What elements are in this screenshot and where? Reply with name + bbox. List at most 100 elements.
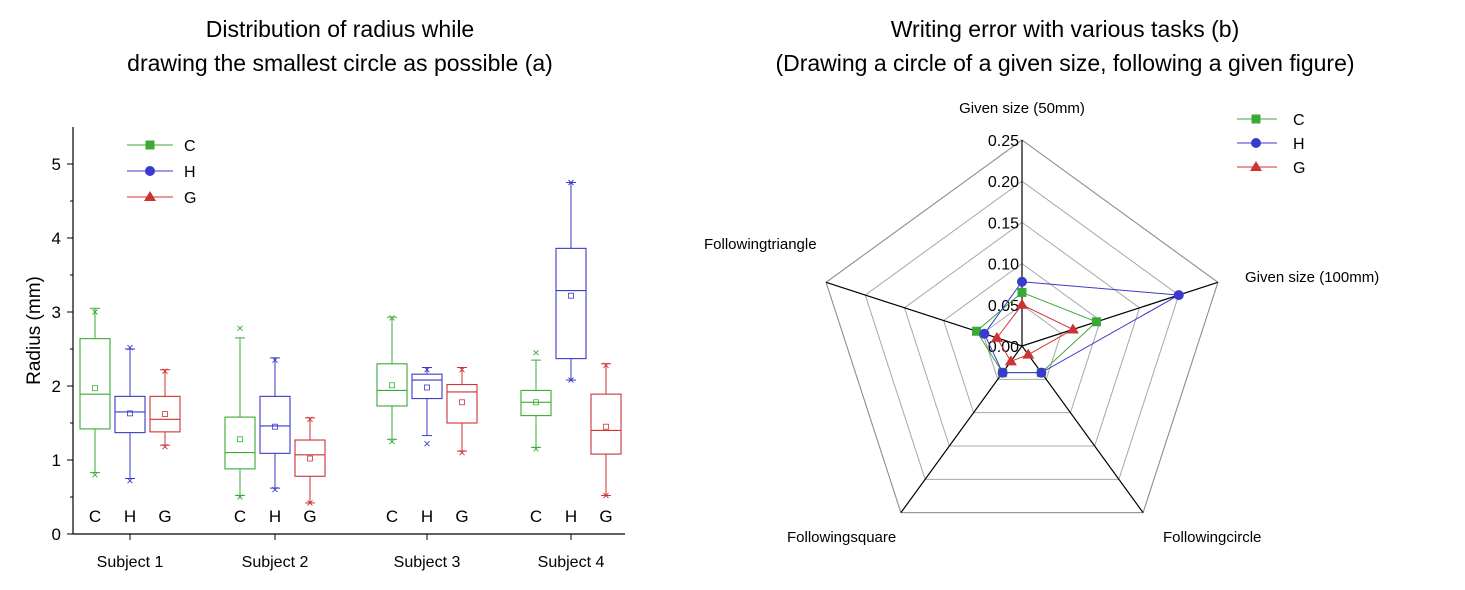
radar-point [1173, 290, 1184, 301]
extreme-marker [533, 349, 539, 356]
radar-tick-label: 0.00 [988, 339, 1019, 356]
radar-series-line [983, 281, 1181, 374]
box-chart-title-line1: Distribution of radius while [205, 16, 475, 42]
series-letter: C [234, 507, 246, 526]
mean-marker [603, 423, 609, 430]
box-iqr [114, 395, 146, 434]
series-letter: G [455, 507, 468, 526]
radar-tick-label: 0.15 [988, 215, 1019, 232]
group-label: Subject 4 [538, 554, 605, 571]
mean-marker [533, 399, 539, 406]
legend-label: G [1293, 160, 1305, 177]
box-subject-2-g [294, 416, 326, 506]
radar-point [1022, 348, 1035, 359]
mean-marker [307, 455, 313, 462]
box-iqr [555, 247, 587, 360]
series-letter: C [386, 507, 398, 526]
extreme-marker [237, 494, 243, 500]
extreme-marker [162, 443, 168, 450]
radar-series-line [996, 304, 1075, 362]
series-letter: G [158, 507, 171, 526]
box-iqr [79, 338, 111, 430]
box-subject-4-g [590, 362, 622, 499]
series-letter: H [124, 507, 136, 526]
radar-grid-ring [943, 262, 1101, 414]
series-letter: C [530, 507, 542, 526]
series-letter: C [89, 507, 101, 526]
box-subject-1-g [149, 368, 181, 450]
y-tick-label: 5 [52, 155, 61, 174]
series-letter: H [421, 507, 433, 526]
box-legend: CHG [127, 138, 196, 207]
radar-point [1017, 276, 1027, 287]
series-letter: G [303, 507, 316, 526]
legend-marker-h [1251, 138, 1261, 148]
mean-marker [162, 411, 168, 418]
box-chart-title: Distribution of radius while drawing the… [40, 12, 640, 80]
radar-point [990, 331, 1003, 342]
radar-axis-label: Followingcircle [1163, 529, 1261, 546]
radar-point [1091, 317, 1101, 327]
extreme-marker [568, 179, 574, 186]
radar-chart-title-line2: (Drawing a circle of a given size, follo… [775, 50, 1355, 76]
box-iqr [149, 395, 181, 433]
group-label: Subject 3 [394, 554, 461, 571]
extreme-marker [272, 486, 278, 493]
legend-label: G [184, 190, 196, 207]
radar-point [1066, 323, 1079, 334]
legend-marker-c [145, 140, 155, 150]
mean-marker [92, 385, 98, 392]
extreme-marker [568, 377, 574, 383]
radar-point [1016, 298, 1028, 309]
mean-marker [459, 399, 465, 406]
box-iqr [376, 363, 408, 407]
box-subject-2-c [224, 325, 256, 500]
legend-label: C [184, 138, 196, 155]
box-iqr [590, 393, 622, 455]
legend-marker-g [144, 191, 156, 201]
radar-axis-label: Given size (50mm) [959, 100, 1085, 117]
radar-chart-title-line1: Writing error with various tasks (b) [890, 16, 1240, 42]
radar-legend: CHG [1237, 112, 1305, 177]
group-label: Subject 2 [242, 554, 309, 571]
box-iqr [446, 383, 478, 424]
extreme-marker [272, 357, 278, 363]
extreme-marker [127, 344, 133, 351]
y-axis-label: Radius (mm) [24, 276, 45, 385]
box-subject-1-c [79, 307, 111, 478]
box-subject-4-h [555, 179, 587, 383]
box-subject-1-h [114, 344, 146, 484]
y-tick-label: 1 [52, 451, 61, 470]
y-tick-label: 0 [52, 525, 61, 544]
extreme-marker [603, 492, 609, 499]
legend-label: C [1293, 112, 1305, 129]
extreme-marker [127, 477, 133, 484]
mean-marker [424, 384, 430, 391]
radar-outer-ring [825, 139, 1219, 514]
radar-tick-label: 0.20 [988, 174, 1019, 191]
extreme-marker [162, 368, 168, 375]
radar-series-h [979, 276, 1184, 378]
extreme-marker [92, 471, 98, 478]
y-tick-label: 4 [52, 229, 61, 248]
box-subject-3-h [411, 366, 443, 447]
extreme-marker [603, 362, 609, 369]
extreme-marker [389, 438, 395, 445]
box-iqr [224, 416, 256, 470]
box-subject-3-g [446, 366, 478, 456]
box-subject-3-c [376, 315, 408, 445]
y-tick-label: 2 [52, 377, 61, 396]
legend-marker-g [1250, 161, 1262, 171]
mean-marker [127, 410, 133, 417]
box-iqr [520, 389, 552, 417]
extreme-marker [307, 500, 313, 506]
radar-grid-ring [982, 304, 1062, 380]
legend-marker-c [1251, 114, 1261, 124]
radar-point [1017, 287, 1027, 297]
legend-marker-h [145, 166, 155, 176]
series-letter: H [269, 507, 281, 526]
radar-point [972, 326, 982, 336]
group-label: Subject 1 [97, 554, 164, 571]
mean-marker [389, 382, 395, 389]
